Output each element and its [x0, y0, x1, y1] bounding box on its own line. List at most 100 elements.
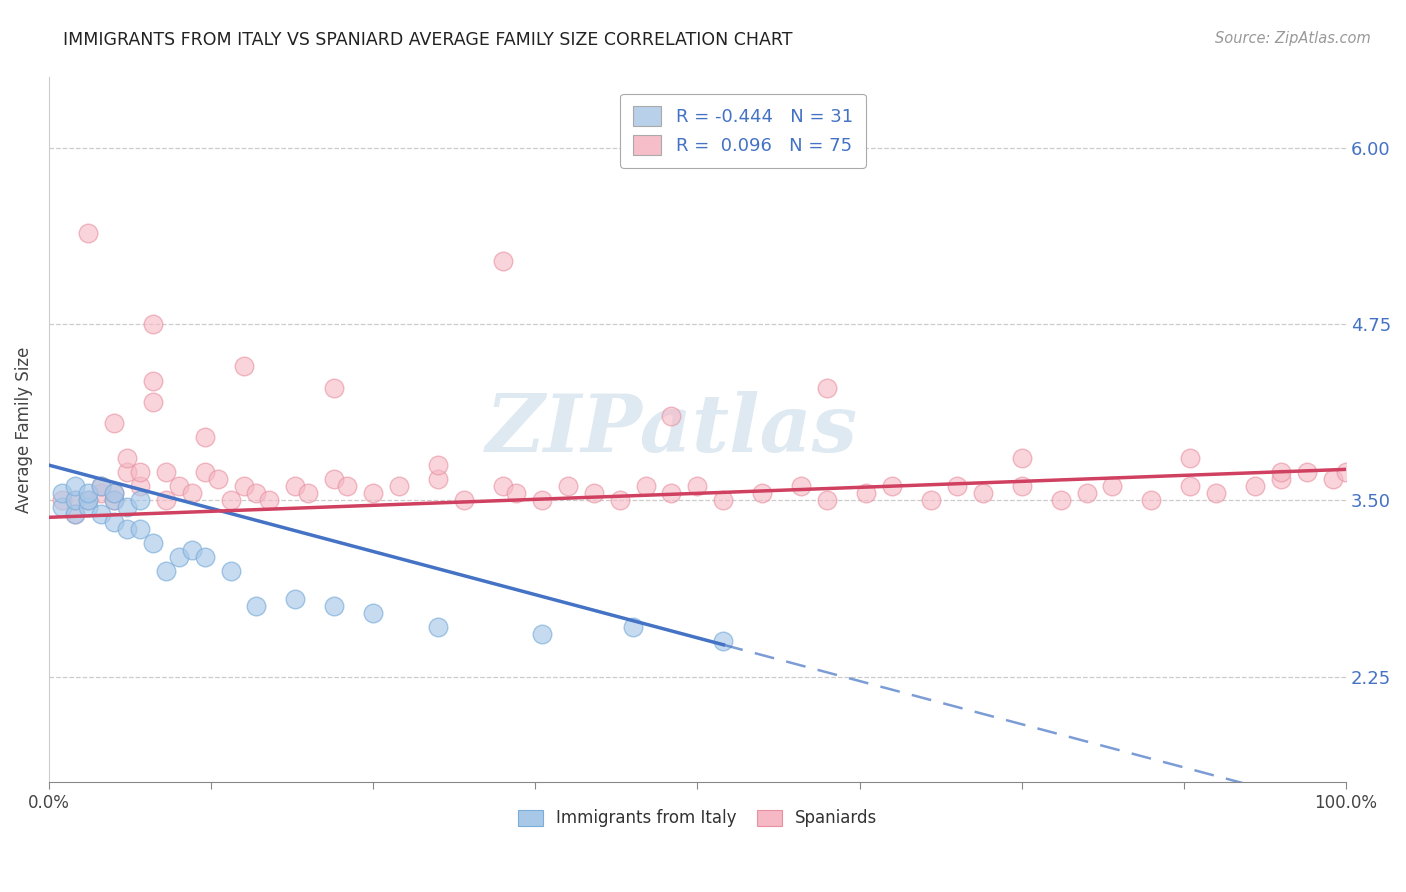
Point [63, 479, 86, 493]
Point [1244, 479, 1267, 493]
Point [1076, 486, 1098, 500]
Legend: Immigrants from Italy, Spaniards: Immigrants from Italy, Spaniards [510, 803, 884, 834]
Point [790, 479, 813, 493]
Point [1011, 451, 1033, 466]
Point [297, 486, 319, 500]
Point [51, 500, 73, 515]
Point [167, 549, 190, 564]
Point [388, 479, 411, 493]
Point [63, 508, 86, 522]
Point [63, 493, 86, 508]
Point [103, 515, 125, 529]
Point [155, 465, 177, 479]
Point [128, 522, 150, 536]
Point [621, 620, 644, 634]
Y-axis label: Average Family Size: Average Family Size [15, 347, 32, 513]
Point [361, 606, 384, 620]
Point [751, 486, 773, 500]
Point [661, 486, 683, 500]
Point [686, 479, 709, 493]
Point [323, 472, 346, 486]
Point [323, 599, 346, 614]
Point [1180, 451, 1202, 466]
Point [427, 458, 450, 472]
Point [946, 479, 969, 493]
Point [142, 535, 165, 549]
Point [323, 381, 346, 395]
Point [219, 493, 242, 508]
Point [815, 381, 838, 395]
Point [155, 564, 177, 578]
Point [1180, 479, 1202, 493]
Point [155, 493, 177, 508]
Point [492, 253, 515, 268]
Point [427, 620, 450, 634]
Point [711, 493, 734, 508]
Point [103, 493, 125, 508]
Point [661, 409, 683, 423]
Point [142, 394, 165, 409]
Point [1322, 472, 1344, 486]
Point [63, 508, 86, 522]
Point [1270, 465, 1292, 479]
Point [77, 486, 100, 500]
Point [51, 493, 73, 508]
Point [711, 634, 734, 648]
Point [1270, 472, 1292, 486]
Point [284, 592, 307, 607]
Point [582, 486, 605, 500]
Point [90, 508, 112, 522]
Point [972, 486, 994, 500]
Point [557, 479, 579, 493]
Point [194, 549, 217, 564]
Point [1049, 493, 1071, 508]
Point [90, 486, 112, 500]
Point [505, 486, 527, 500]
Text: IMMIGRANTS FROM ITALY VS SPANIARD AVERAGE FAMILY SIZE CORRELATION CHART: IMMIGRANTS FROM ITALY VS SPANIARD AVERAG… [63, 31, 793, 49]
Point [1334, 465, 1357, 479]
Point [855, 486, 877, 500]
Point [115, 500, 138, 515]
Point [1296, 465, 1319, 479]
Point [115, 451, 138, 466]
Point [77, 493, 100, 508]
Point [207, 472, 229, 486]
Point [103, 416, 125, 430]
Point [180, 486, 202, 500]
Point [880, 479, 903, 493]
Point [427, 472, 450, 486]
Point [77, 226, 100, 240]
Point [1140, 493, 1163, 508]
Point [361, 486, 384, 500]
Point [530, 493, 553, 508]
Point [51, 486, 73, 500]
Point [180, 542, 202, 557]
Point [336, 479, 359, 493]
Point [90, 479, 112, 493]
Point [1101, 479, 1123, 493]
Point [77, 493, 100, 508]
Point [194, 465, 217, 479]
Point [167, 479, 190, 493]
Point [115, 465, 138, 479]
Point [284, 479, 307, 493]
Point [815, 493, 838, 508]
Point [219, 564, 242, 578]
Point [128, 493, 150, 508]
Point [1205, 486, 1227, 500]
Point [259, 493, 281, 508]
Point [77, 500, 100, 515]
Point [63, 493, 86, 508]
Point [453, 493, 475, 508]
Point [128, 465, 150, 479]
Point [634, 479, 657, 493]
Text: Source: ZipAtlas.com: Source: ZipAtlas.com [1215, 31, 1371, 46]
Point [245, 486, 267, 500]
Point [920, 493, 942, 508]
Point [128, 479, 150, 493]
Point [492, 479, 515, 493]
Point [103, 486, 125, 500]
Point [103, 486, 125, 500]
Point [194, 430, 217, 444]
Point [90, 479, 112, 493]
